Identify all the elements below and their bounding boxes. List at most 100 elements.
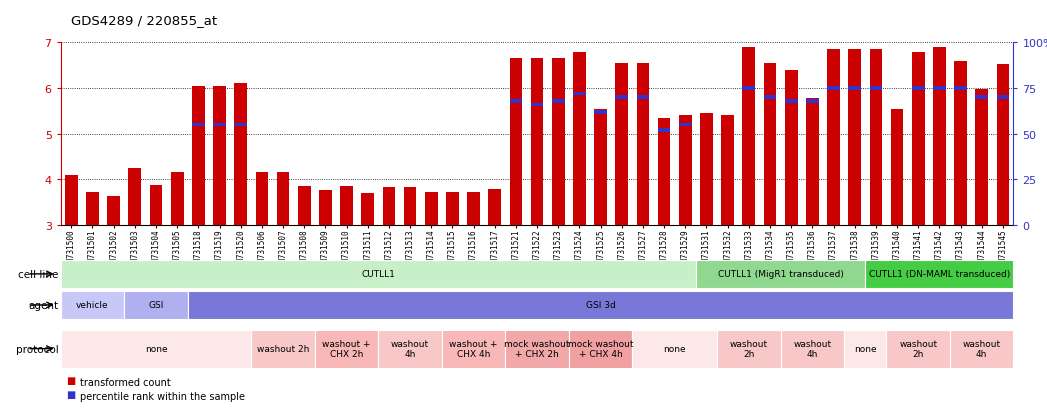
Bar — [315, 330, 378, 368]
Bar — [997, 96, 1009, 100]
Text: mock washout
+ CHX 4h: mock washout + CHX 4h — [567, 339, 633, 358]
Text: percentile rank within the sample: percentile rank within the sample — [80, 391, 245, 401]
Bar — [742, 48, 755, 225]
Bar — [827, 50, 840, 225]
Bar — [616, 96, 628, 100]
Bar — [150, 185, 162, 225]
Text: ■: ■ — [66, 389, 75, 399]
Bar — [976, 96, 988, 100]
Text: CUTLL1 (MigR1 transduced): CUTLL1 (MigR1 transduced) — [717, 270, 844, 279]
Text: washout 2h: washout 2h — [257, 344, 309, 353]
Text: washout
2h: washout 2h — [899, 339, 937, 358]
Bar — [251, 330, 315, 368]
Bar — [61, 260, 696, 289]
Bar — [616, 64, 628, 225]
Bar — [954, 87, 967, 90]
Bar — [510, 59, 522, 225]
Bar — [107, 197, 120, 225]
Bar — [806, 100, 819, 103]
Text: washout +
CHX 4h: washout + CHX 4h — [449, 339, 497, 358]
Bar — [297, 187, 311, 225]
Bar — [488, 190, 502, 225]
Text: none: none — [144, 344, 168, 353]
Bar — [65, 176, 77, 225]
Bar — [442, 330, 506, 368]
Bar — [848, 50, 861, 225]
Bar — [235, 83, 247, 225]
Text: washout
4h: washout 4h — [794, 339, 831, 358]
Bar — [506, 330, 569, 368]
Bar — [552, 100, 564, 103]
Text: GSI: GSI — [149, 301, 163, 310]
Bar — [912, 52, 925, 225]
Text: transformed count: transformed count — [80, 377, 171, 387]
Bar — [86, 192, 98, 225]
Bar — [827, 87, 840, 90]
Bar — [844, 330, 887, 368]
Bar — [255, 173, 268, 225]
Bar — [721, 116, 734, 225]
Bar — [319, 191, 332, 225]
Bar — [785, 100, 798, 103]
Bar — [552, 59, 564, 225]
Bar — [742, 87, 755, 90]
Bar — [933, 48, 945, 225]
Bar — [125, 291, 187, 320]
Bar — [61, 291, 125, 320]
Bar — [976, 90, 988, 225]
Bar — [869, 50, 883, 225]
Bar — [446, 192, 459, 225]
Bar — [595, 111, 607, 114]
Bar — [637, 96, 649, 100]
Bar — [933, 87, 945, 90]
Bar — [637, 64, 649, 225]
Text: protocol: protocol — [16, 344, 59, 354]
Text: agent: agent — [28, 300, 59, 310]
Bar — [425, 192, 438, 225]
Bar — [531, 103, 543, 107]
Text: washout +
CHX 2h: washout + CHX 2h — [322, 339, 371, 358]
Bar — [171, 173, 183, 225]
Text: CUTLL1 (DN-MAML transduced): CUTLL1 (DN-MAML transduced) — [869, 270, 1010, 279]
Text: GDS4289 / 220855_at: GDS4289 / 220855_at — [71, 14, 218, 27]
Bar — [912, 87, 925, 90]
Bar — [848, 87, 861, 90]
Text: GSI 3d: GSI 3d — [585, 301, 616, 310]
Text: washout
4h: washout 4h — [391, 339, 429, 358]
Bar — [658, 118, 670, 225]
Bar — [569, 330, 632, 368]
Text: washout
4h: washout 4h — [962, 339, 1001, 358]
Bar — [997, 65, 1009, 225]
Bar — [404, 188, 417, 225]
Text: vehicle: vehicle — [76, 301, 109, 310]
Bar — [378, 330, 442, 368]
Text: mock washout
+ CHX 2h: mock washout + CHX 2h — [505, 339, 570, 358]
Bar — [510, 100, 522, 103]
Bar — [696, 260, 865, 289]
Bar — [785, 71, 798, 225]
Bar — [531, 59, 543, 225]
Text: cell line: cell line — [18, 269, 59, 279]
Bar — [467, 192, 480, 225]
Bar — [806, 99, 819, 225]
Bar — [235, 123, 247, 127]
Bar — [573, 93, 586, 96]
Bar — [678, 116, 692, 225]
Bar — [891, 109, 904, 225]
Bar — [192, 87, 205, 225]
Bar — [276, 173, 289, 225]
Bar — [865, 260, 1013, 289]
Text: ■: ■ — [66, 375, 75, 385]
Bar — [950, 330, 1013, 368]
Text: none: none — [854, 344, 876, 353]
Bar — [678, 123, 692, 127]
Bar — [763, 96, 777, 100]
Bar — [700, 114, 713, 225]
Bar — [61, 330, 251, 368]
Bar — [954, 62, 967, 225]
Bar — [595, 109, 607, 225]
Bar — [382, 188, 396, 225]
Text: none: none — [664, 344, 686, 353]
Bar — [361, 193, 374, 225]
Bar — [573, 52, 586, 225]
